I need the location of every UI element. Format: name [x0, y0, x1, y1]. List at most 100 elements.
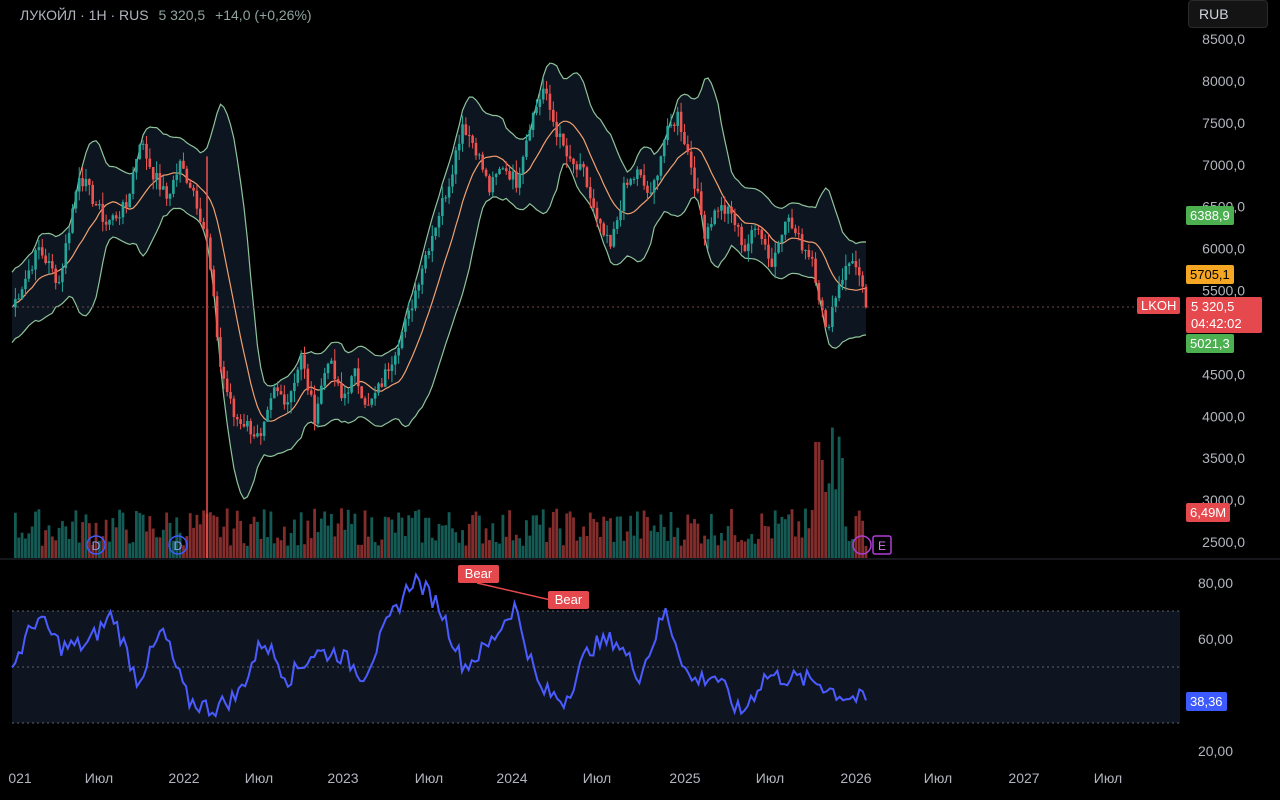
time-tick-label: Июл — [85, 770, 113, 786]
volume-bar — [773, 510, 777, 558]
currency-button[interactable]: RUB — [1188, 0, 1268, 28]
volume-bar — [646, 516, 649, 558]
time-tick-label: 2026 — [840, 770, 871, 786]
candle-body — [407, 310, 411, 320]
volume-bar — [77, 542, 81, 558]
volume-bar — [161, 529, 165, 558]
volume-bar — [319, 518, 323, 558]
volume-bar — [535, 515, 538, 558]
candle-body — [104, 221, 108, 225]
time-tick-label: 2022 — [168, 770, 199, 786]
candle-body — [861, 275, 864, 287]
volume-bar — [245, 545, 249, 558]
candle-body — [538, 99, 542, 107]
candle-body — [242, 424, 246, 427]
volume-bar — [219, 537, 222, 558]
candle-body — [595, 207, 599, 220]
volume-bar — [87, 523, 91, 558]
candle-body — [279, 391, 283, 395]
volume-bar — [612, 541, 616, 558]
volume-bar — [649, 530, 653, 558]
candle-body — [125, 202, 128, 208]
volume-bar — [61, 521, 64, 558]
candle-body — [340, 383, 343, 399]
candle-body — [669, 124, 673, 126]
candle-body — [400, 331, 404, 349]
candle-body — [474, 142, 478, 156]
candle-body — [323, 373, 326, 386]
candle-body — [219, 337, 222, 367]
candle-body — [424, 255, 427, 269]
candle-body — [246, 420, 249, 427]
time-tick-label: Июл — [756, 770, 784, 786]
volume-bar — [484, 528, 488, 558]
candle-body — [367, 404, 370, 406]
candle-body — [118, 217, 121, 219]
candle-body — [471, 135, 474, 143]
volume-bar — [124, 529, 128, 558]
volume-bar — [767, 526, 770, 558]
candle-body — [91, 184, 94, 205]
candle-body — [706, 227, 710, 239]
candle-body — [612, 228, 616, 247]
volume-bar — [13, 512, 17, 558]
volume-bar — [380, 539, 384, 558]
candle-body — [363, 398, 367, 405]
volume-bar — [656, 532, 659, 558]
bear-label: Bear — [555, 592, 583, 607]
volume-bar — [602, 516, 606, 558]
volume-bar — [232, 528, 236, 558]
volume-bar — [54, 540, 58, 558]
volume-bar — [514, 534, 518, 558]
candle-body — [299, 354, 303, 370]
volume-bar — [810, 509, 814, 558]
candle-body — [316, 403, 320, 424]
volume-bar — [793, 536, 797, 558]
volume-bar — [437, 523, 441, 558]
volume-bar — [598, 536, 602, 558]
volume-bar — [619, 516, 622, 558]
candle-body — [790, 217, 794, 229]
volume-bar — [225, 508, 229, 558]
candle-body — [410, 308, 414, 311]
volume-bar — [834, 489, 838, 558]
candle-body — [51, 261, 54, 269]
earnings-marker — [872, 535, 892, 555]
candle-body — [622, 182, 626, 211]
volume-bar — [757, 538, 760, 558]
candle-body — [88, 179, 91, 185]
candle-body — [336, 379, 340, 384]
candle-body — [229, 392, 232, 399]
candle-body — [504, 168, 508, 172]
volume-bar — [736, 541, 740, 558]
candle-body — [151, 167, 155, 180]
candle-body — [636, 169, 639, 179]
volume-bar — [165, 512, 169, 558]
volume-bar — [336, 523, 340, 558]
candle-body — [457, 143, 461, 151]
volume-bar — [797, 521, 801, 558]
volume-bar — [454, 532, 458, 558]
volume-bar — [447, 512, 451, 558]
rsi-tick-label: 60,00 — [1198, 631, 1233, 647]
volume-bar — [44, 530, 48, 558]
rsi-tag: 38,36 — [1186, 692, 1227, 711]
volume-bar — [588, 512, 592, 558]
volume-bar — [259, 538, 263, 558]
volume-bar — [145, 531, 148, 558]
volume-bar — [551, 511, 555, 558]
volume-bar — [545, 542, 548, 558]
volume-bar — [326, 525, 330, 558]
candle-body — [333, 360, 337, 380]
volume-bar — [235, 510, 239, 558]
candle-body — [434, 227, 437, 237]
candle-body — [605, 234, 609, 236]
last-value: 5 320,5 — [158, 7, 206, 23]
volume-bar — [669, 512, 673, 558]
volume-bar — [104, 519, 108, 558]
candle-body — [464, 124, 468, 136]
volume-bar — [679, 545, 683, 558]
bear-label-bg — [458, 565, 499, 583]
volume-bar — [299, 512, 303, 558]
